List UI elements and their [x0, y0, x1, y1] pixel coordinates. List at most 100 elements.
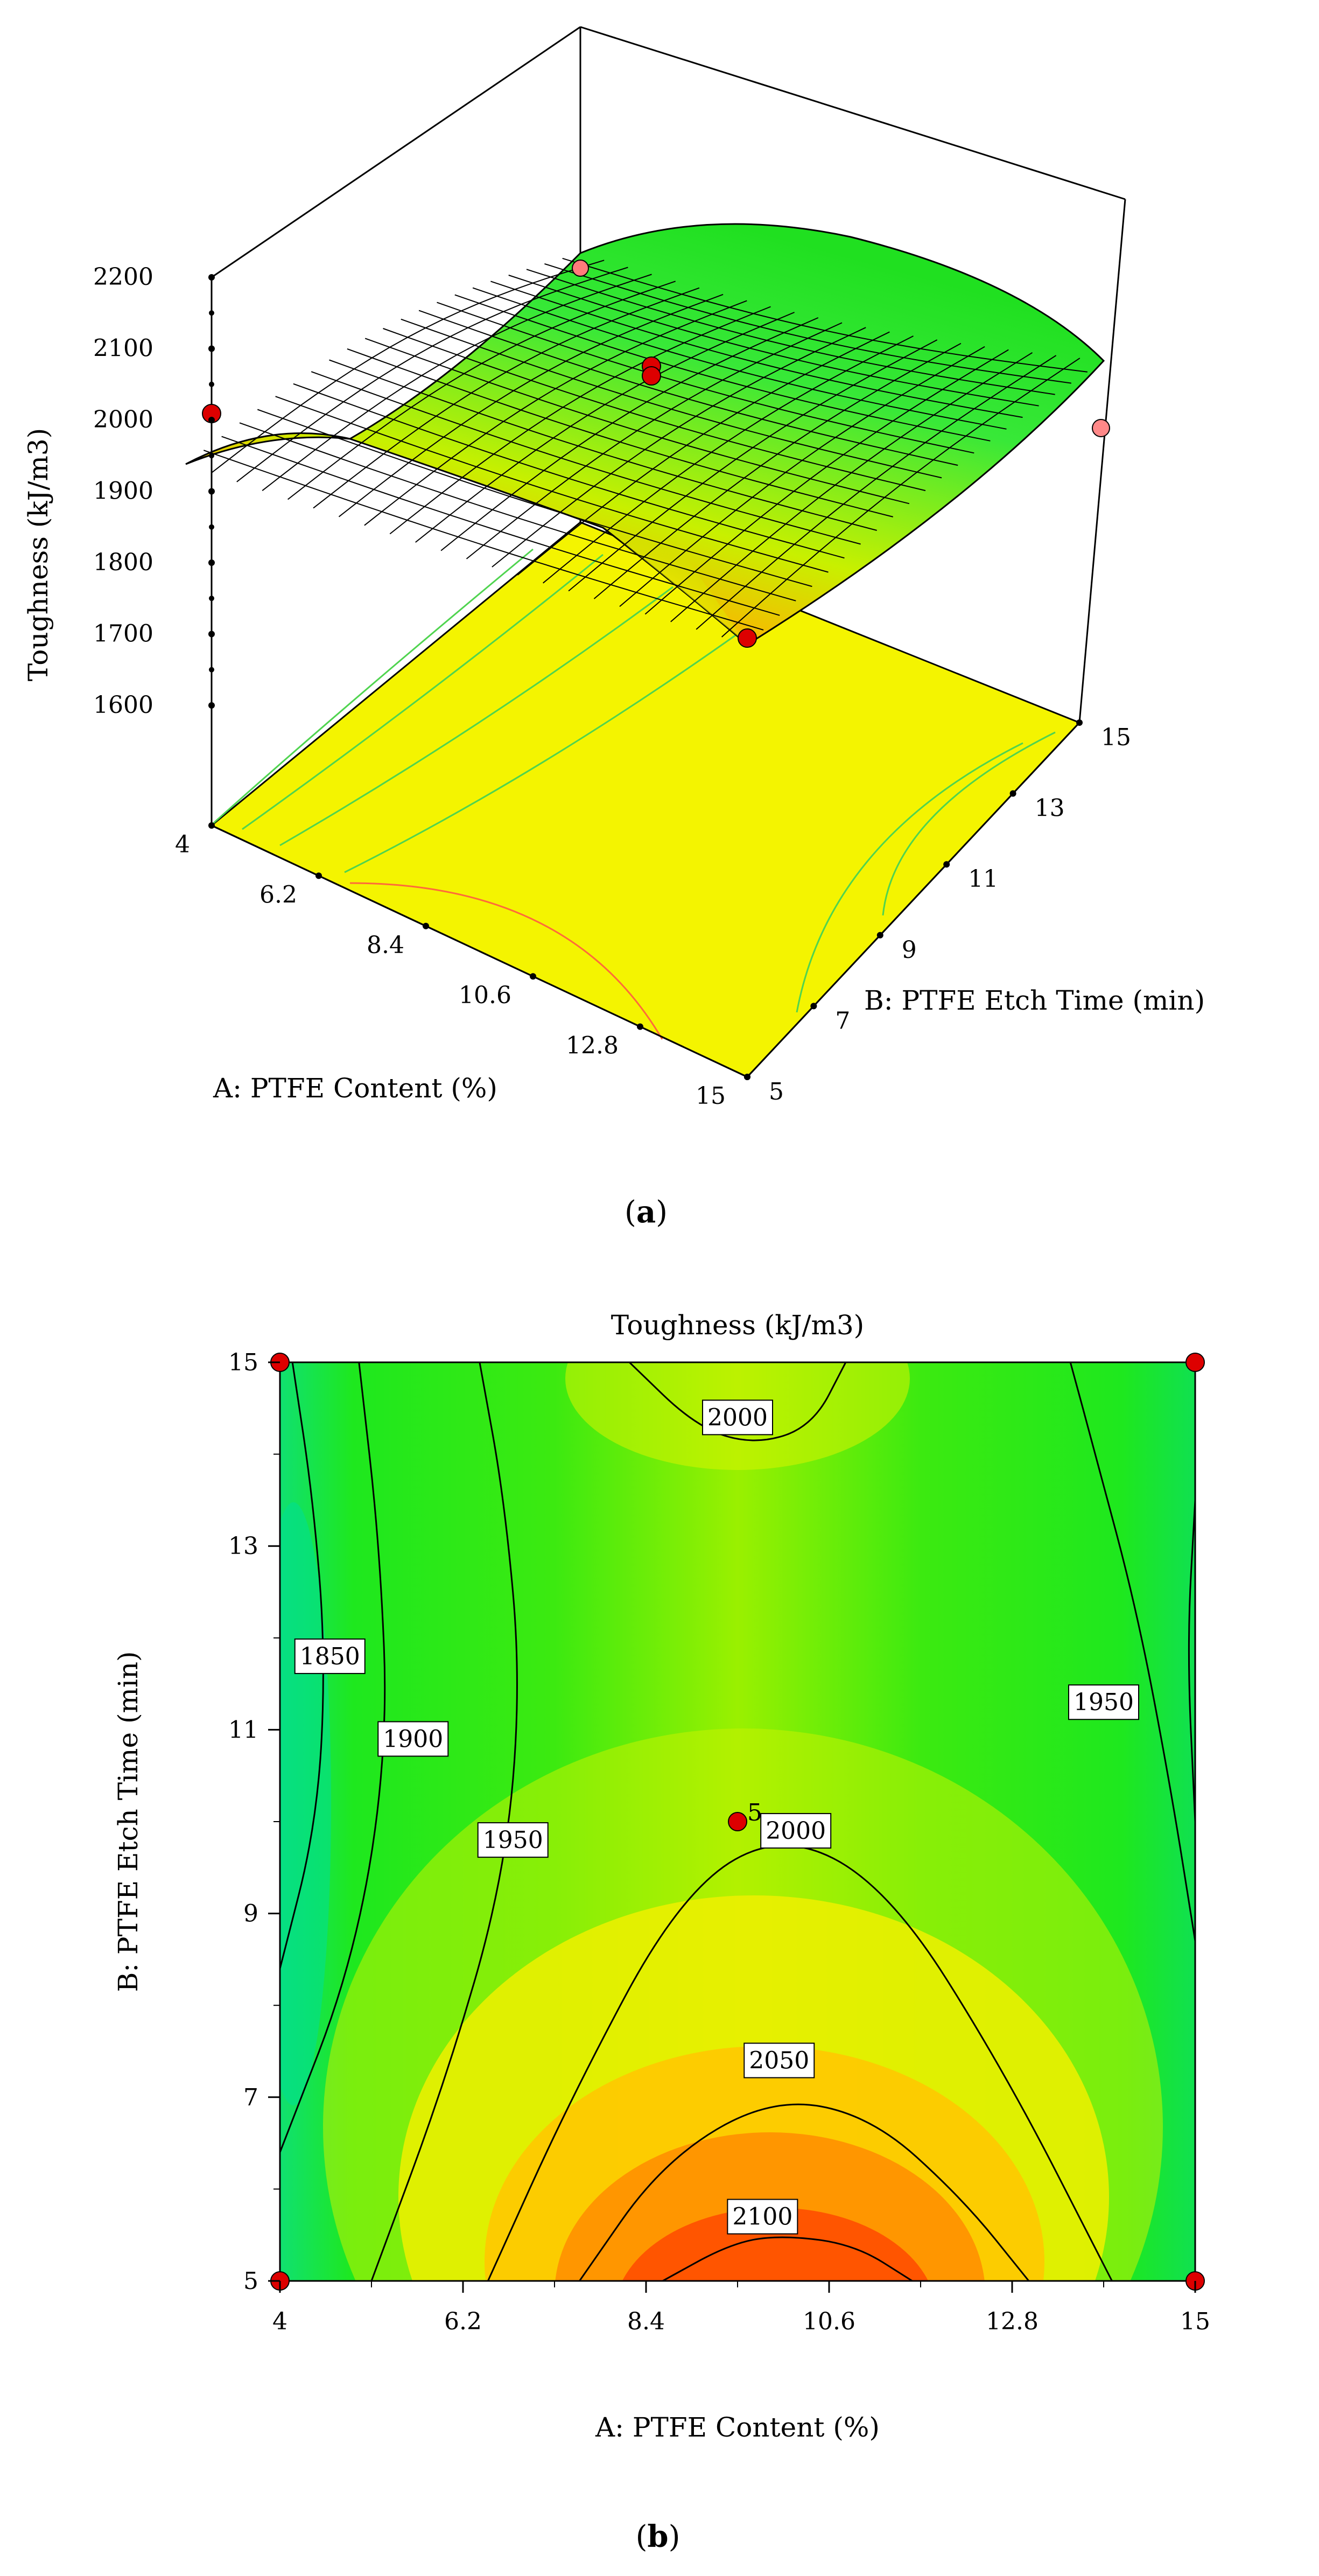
contour-label: 2000 [702, 1399, 773, 1436]
mesh-line [440, 317, 819, 551]
design-point [738, 628, 757, 648]
contour-label: 2050 [743, 2042, 815, 2078]
z-minor-tick [209, 596, 214, 601]
y-tick-label: 5 [243, 2267, 258, 2295]
z-tick-label: 2200 [93, 263, 153, 291]
y-tick-label: 15 [228, 1349, 258, 1376]
x-tick-label: 4 [175, 831, 190, 858]
z-tick-label: 1600 [93, 691, 153, 719]
x-tick-label: 8.4 [627, 2308, 665, 2335]
z-tick [208, 345, 215, 352]
contour-label-box [477, 1822, 549, 1858]
caption-b-letter: b [647, 2519, 668, 2554]
contour-label-text: 2100 [732, 2203, 792, 2231]
mesh-line [593, 342, 962, 599]
mesh-line [236, 267, 628, 482]
x-tick [530, 973, 536, 980]
y-tick-label: 9 [902, 936, 917, 964]
y-tick [744, 1074, 750, 1080]
mesh-line [492, 327, 866, 568]
contour-line [662, 2236, 913, 2281]
x-tick-label: 6.2 [444, 2308, 482, 2335]
x-tick-label: 15 [1180, 2308, 1210, 2335]
box-edges [211, 26, 1126, 825]
contour-label-box [727, 2199, 798, 2235]
y-axis: 5 7 9 11 13 15 [228, 1349, 280, 2295]
y-tick-label: 13 [228, 1532, 258, 1560]
caption-a-letter: a [636, 1194, 656, 1230]
contour-label: 2000 [760, 1813, 832, 1849]
response-surface [185, 223, 1105, 646]
floor-contours [212, 548, 1056, 1040]
caption-b: (b) [636, 2519, 680, 2554]
x-axis-title: A: PTFE Content (%) [595, 2412, 880, 2443]
z-minor-tick [209, 667, 214, 673]
contour-line [280, 1362, 386, 2153]
x-tick-label: 15 [696, 1082, 726, 1110]
mesh-line [644, 349, 1009, 615]
svg-text:(a): (a) [625, 1194, 668, 1230]
design-point [1185, 1353, 1205, 1372]
z-tick-label: 1800 [93, 549, 153, 576]
contour-label-box [702, 1399, 773, 1436]
x-axis-3d: 4 6.2 8.4 10.6 12.8 15 A: PTFE Content (%) [175, 822, 750, 1110]
mesh-line [262, 274, 652, 491]
y-tick [943, 861, 950, 868]
y-tick [810, 1003, 817, 1010]
design-point [572, 260, 589, 277]
x-tick-label: 10.6 [459, 982, 511, 1009]
x-axis-title-3d: A: PTFE Content (%) [213, 1073, 497, 1104]
z-tick [208, 631, 215, 638]
z-tick [208, 559, 215, 566]
x-tick-label: 12.8 [986, 2308, 1039, 2335]
mesh-line [696, 355, 1057, 630]
mesh-line [543, 335, 914, 584]
contour-line [280, 1362, 324, 1969]
x-tick-label: 12.8 [566, 1032, 619, 1060]
contour-label: 2100 [727, 2199, 798, 2235]
y-axis-title: B: PTFE Etch Time (min) [113, 1651, 144, 1992]
design-points-3d [202, 260, 1110, 648]
contour-lines [280, 1362, 1195, 2281]
z-axis: 1600 1700 1800 1900 2000 2100 2200 Toughness (… [23, 263, 215, 719]
z-axis-title: Toughness (kJ/m3) [23, 428, 54, 681]
contour-label-box [1068, 1684, 1139, 1720]
mesh-line [568, 339, 938, 592]
x-tick-label: 4 [272, 2308, 287, 2335]
y-tick-label: 11 [228, 1716, 258, 1744]
z-tick-label: 2000 [93, 406, 153, 433]
contour-label: 1950 [477, 1822, 549, 1858]
y-tick-label: 5 [769, 1078, 784, 1105]
contour-label-text: 1900 [383, 1725, 443, 1753]
y-tick-label: 7 [835, 1007, 850, 1034]
svg-text:(b): (b) [636, 2519, 680, 2554]
mesh-line [211, 260, 605, 474]
contour-line [487, 1845, 1113, 2281]
panel-a: 1600 1700 1800 1900 2000 2100 2200 Toughness (… [23, 26, 1205, 1230]
z-minor-tick [209, 310, 214, 316]
contour-title: Toughness (kJ/m3) [611, 1310, 864, 1341]
y-axis-3d: 5 7 9 11 13 15 B: PTFE Etch Time (min) [744, 719, 1205, 1105]
contour-label-text: 2000 [766, 1817, 826, 1845]
y-tick-label: 9 [243, 1900, 258, 1928]
contour-label-text: 1850 [300, 1643, 360, 1670]
contour-label-text: 2000 [707, 1404, 768, 1431]
z-tick [208, 488, 215, 495]
surface-hotspot [350, 435, 747, 645]
x-tick-label: 6.2 [259, 881, 297, 908]
contour-label-text: 2050 [749, 2047, 809, 2075]
y-tick-label: 7 [243, 2084, 258, 2111]
contour-label-box [743, 2042, 815, 2078]
z-minor-tick [209, 381, 214, 387]
mesh-line [389, 306, 771, 535]
y-tick [1009, 790, 1016, 797]
mesh-line [721, 358, 1081, 638]
contour-label-text: 1950 [1074, 1689, 1134, 1716]
panel-b: Toughness (kJ/m3) 1850 1900 1950 2000 2000 20… [113, 1310, 1210, 2554]
z-tick-label: 2100 [93, 335, 153, 362]
x-tick [208, 822, 215, 829]
mesh-line [670, 352, 1033, 622]
y-tick [1076, 719, 1083, 726]
contour-label-box [760, 1813, 832, 1849]
caption-a: (a) [625, 1194, 668, 1230]
